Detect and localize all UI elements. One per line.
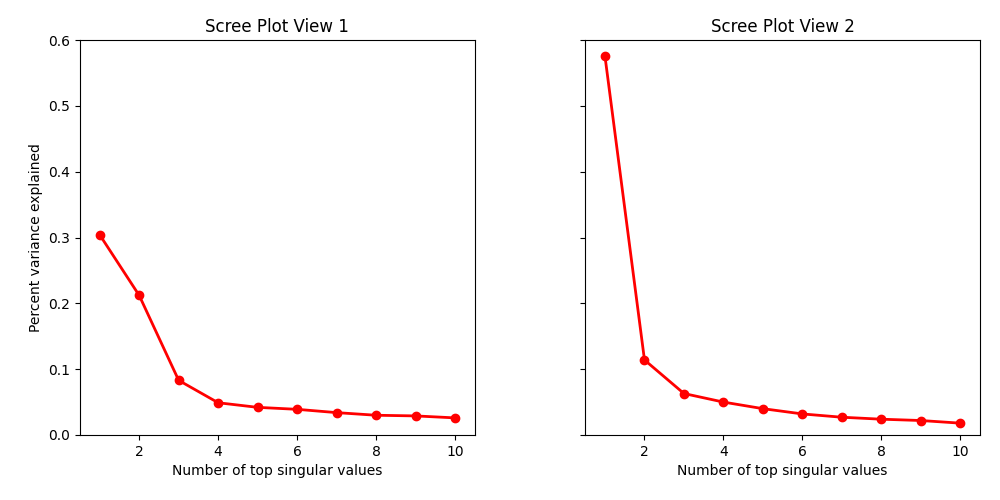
X-axis label: Number of top singular values: Number of top singular values [677,464,888,478]
Title: Scree Plot View 2: Scree Plot View 2 [711,18,855,36]
Y-axis label: Percent variance explained: Percent variance explained [29,143,43,332]
X-axis label: Number of top singular values: Number of top singular values [172,464,383,478]
Title: Scree Plot View 1: Scree Plot View 1 [205,18,349,36]
